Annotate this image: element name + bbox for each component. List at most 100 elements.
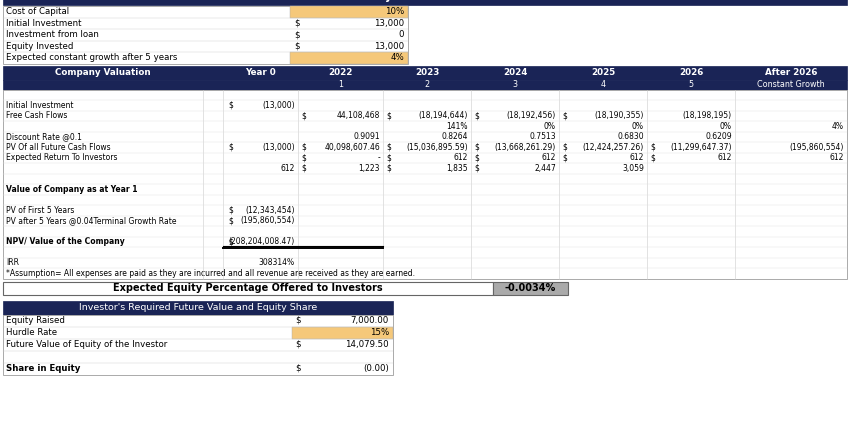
Text: 0%: 0% <box>632 122 644 131</box>
Text: $: $ <box>474 164 479 173</box>
Text: (11,299,647.37): (11,299,647.37) <box>671 143 732 152</box>
Text: 2,447: 2,447 <box>535 164 556 173</box>
Text: Expected Equity Percentage Offered to Investors: Expected Equity Percentage Offered to In… <box>113 283 382 293</box>
Text: 612: 612 <box>541 153 556 162</box>
Text: 0%: 0% <box>720 122 732 131</box>
Text: 0.9091: 0.9091 <box>354 132 380 141</box>
Text: Project Evaluation: Project Evaluation <box>365 0 485 3</box>
Text: $: $ <box>301 111 306 120</box>
Text: 2025: 2025 <box>591 68 615 77</box>
Text: 1,835: 1,835 <box>446 164 468 173</box>
Text: -0.0034%: -0.0034% <box>505 283 556 293</box>
Bar <box>290 6 408 17</box>
Text: 0.6209: 0.6209 <box>706 132 732 141</box>
Text: Hurdle Rate: Hurdle Rate <box>6 328 57 337</box>
Text: Equity Invested: Equity Invested <box>6 42 73 51</box>
Bar <box>292 326 393 339</box>
Text: $: $ <box>228 237 233 246</box>
Text: 4%: 4% <box>832 122 844 131</box>
Text: (18,194,644): (18,194,644) <box>418 111 468 120</box>
Text: Investment from loan: Investment from loan <box>6 30 99 39</box>
Text: Value of Company as at Year 1: Value of Company as at Year 1 <box>6 185 138 194</box>
Text: $: $ <box>562 143 567 152</box>
Text: 308314%: 308314% <box>259 258 295 267</box>
Bar <box>3 90 847 278</box>
Text: 44,108,468: 44,108,468 <box>337 111 380 120</box>
Text: 0.8264: 0.8264 <box>441 132 468 141</box>
Text: 5: 5 <box>688 80 694 89</box>
Bar <box>3 301 393 314</box>
Text: Discount Rate @0.1: Discount Rate @0.1 <box>6 132 82 141</box>
Bar <box>3 6 408 63</box>
Bar <box>3 0 847 5</box>
Text: Expected constant growth after 5 years: Expected constant growth after 5 years <box>6 53 178 62</box>
Text: $: $ <box>301 143 306 152</box>
Text: 7,000.00: 7,000.00 <box>351 316 389 325</box>
Text: 40,098,607.46: 40,098,607.46 <box>324 143 380 152</box>
Text: 612: 612 <box>830 153 844 162</box>
Text: 612: 612 <box>280 164 295 173</box>
Text: (18,198,195): (18,198,195) <box>683 111 732 120</box>
Text: 0.7513: 0.7513 <box>530 132 556 141</box>
Text: $: $ <box>650 153 654 162</box>
Text: (12,343,454): (12,343,454) <box>246 206 295 215</box>
Text: 1: 1 <box>338 80 343 89</box>
Text: Constant Growth: Constant Growth <box>757 80 824 89</box>
Text: $: $ <box>386 111 391 120</box>
Text: 2: 2 <box>424 80 429 89</box>
Text: $: $ <box>650 143 654 152</box>
Text: 2023: 2023 <box>415 68 439 77</box>
Text: PV Of all Future Cash Flows: PV Of all Future Cash Flows <box>6 143 110 152</box>
Text: (12,424,257.26): (12,424,257.26) <box>583 143 644 152</box>
Text: 4%: 4% <box>390 53 404 62</box>
Text: Cost of Capital: Cost of Capital <box>6 7 69 16</box>
Text: $: $ <box>295 316 301 325</box>
Text: Free Cash Flows: Free Cash Flows <box>6 111 67 120</box>
Text: $: $ <box>294 19 299 28</box>
Text: (18,190,355): (18,190,355) <box>595 111 644 120</box>
Bar <box>3 281 493 294</box>
Text: $: $ <box>228 216 233 225</box>
Text: $: $ <box>386 164 391 173</box>
Text: Initial Investment: Initial Investment <box>6 101 73 110</box>
Bar <box>3 79 847 90</box>
Text: 612: 612 <box>717 153 732 162</box>
Text: 612: 612 <box>630 153 644 162</box>
Text: 0%: 0% <box>544 122 556 131</box>
Text: $: $ <box>562 111 567 120</box>
Text: $: $ <box>474 153 479 162</box>
Text: NPV/ Value of the Company: NPV/ Value of the Company <box>6 237 125 246</box>
Text: $: $ <box>228 143 233 152</box>
Bar <box>3 66 847 79</box>
Text: Expected Return To Investors: Expected Return To Investors <box>6 153 117 162</box>
Text: *Assumption= All expenses are paid as they are incurred and all revenue are rece: *Assumption= All expenses are paid as th… <box>6 269 415 278</box>
Text: (18,192,456): (18,192,456) <box>507 111 556 120</box>
Text: PV of First 5 Years: PV of First 5 Years <box>6 206 75 215</box>
Bar <box>3 314 393 375</box>
Text: (208,204,008.47): (208,204,008.47) <box>229 237 295 246</box>
Text: $: $ <box>294 42 299 51</box>
Text: (195,860,554): (195,860,554) <box>790 143 844 152</box>
Text: 13,000: 13,000 <box>374 19 404 28</box>
Text: 3: 3 <box>513 80 518 89</box>
Text: $: $ <box>386 143 391 152</box>
Text: 14,079.50: 14,079.50 <box>345 340 389 349</box>
Text: 2024: 2024 <box>503 68 527 77</box>
Text: $: $ <box>294 30 299 39</box>
Bar <box>493 281 568 294</box>
Text: $: $ <box>474 111 479 120</box>
Text: Company Valuation: Company Valuation <box>55 68 150 77</box>
Text: Equity Raised: Equity Raised <box>6 316 65 325</box>
Text: Share in Equity: Share in Equity <box>6 364 81 373</box>
Text: 0: 0 <box>399 30 404 39</box>
Text: 1,223: 1,223 <box>359 164 380 173</box>
Text: (13,000): (13,000) <box>263 143 295 152</box>
Text: $: $ <box>295 364 301 373</box>
Text: 10%: 10% <box>385 7 404 16</box>
Text: Future Value of Equity of the Investor: Future Value of Equity of the Investor <box>6 340 167 349</box>
Text: (13,000): (13,000) <box>263 101 295 110</box>
Text: PV after 5 Years @0.04Terminal Growth Rate: PV after 5 Years @0.04Terminal Growth Ra… <box>6 216 177 225</box>
Text: 2026: 2026 <box>679 68 703 77</box>
Text: IRR: IRR <box>6 258 19 267</box>
Text: $: $ <box>295 340 301 349</box>
